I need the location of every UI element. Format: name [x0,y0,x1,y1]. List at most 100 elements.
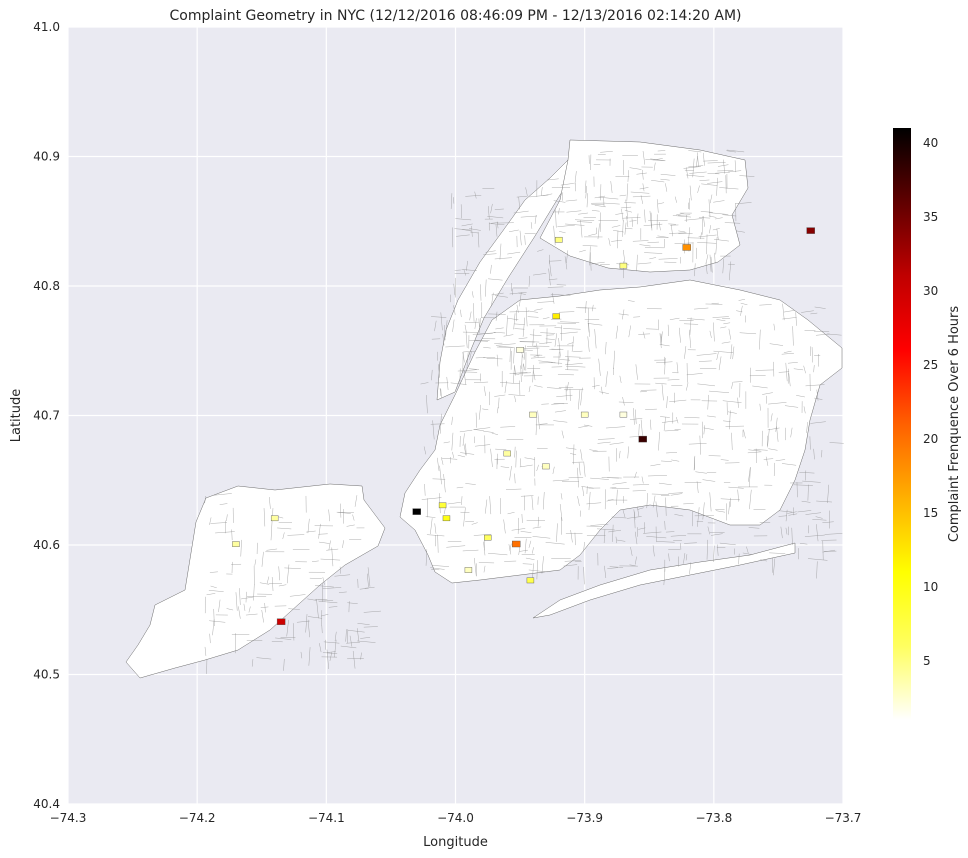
tract-boundary [460,452,475,455]
tract-boundary [334,631,337,642]
tract-boundary [264,602,266,613]
tract-boundary [642,151,645,165]
tract-boundary [564,256,568,270]
tract-boundary [769,343,784,346]
tract-boundary [785,509,788,522]
tract-boundary [713,200,725,203]
tract-boundary [803,365,806,374]
tract-boundary [567,342,574,345]
tract-boundary [763,458,774,460]
tract-boundary [722,258,724,274]
tract-boundary [718,356,722,371]
tract-boundary [781,353,794,355]
y-tick-label: 41.0 [33,20,60,34]
tract-boundary [523,363,525,371]
tract-boundary [537,410,540,430]
tract-boundary [495,327,504,330]
tract-boundary [590,252,592,271]
tract-boundary [720,326,727,329]
tract-boundary [801,310,814,313]
tract-boundary [558,311,575,313]
tract-boundary [549,260,552,277]
tract-boundary [288,608,300,610]
tract-boundary [677,214,691,216]
hotspot-tract [412,508,421,515]
tract-boundary [618,401,634,403]
tract-boundary [795,312,797,326]
tract-boundary [364,586,375,589]
tract-boundary [306,530,316,533]
tract-boundary [447,502,461,505]
tract-boundary [720,498,740,501]
tract-boundary [468,368,480,370]
tract-boundary [300,651,303,659]
hotspot-tract [619,411,628,418]
tract-boundary [574,561,582,562]
tract-boundary [556,395,573,397]
hotspot-tract [542,463,550,470]
tract-boundary [488,206,490,220]
tract-boundary [559,504,563,521]
tract-boundary [474,557,477,576]
tract-boundary [598,358,601,376]
tract-boundary [456,486,464,489]
tract-boundary [339,566,341,574]
tract-boundary [473,427,491,430]
tract-boundary [483,347,491,349]
tract-boundary [578,389,581,410]
tract-boundary [783,350,792,353]
tract-boundary [605,371,608,387]
tract-boundary [543,492,545,510]
tract-boundary [283,658,285,671]
tract-boundary [532,526,542,529]
axes: −74.3 −74.2 −74.1 −74.0 −73.9 −73.8 −73.7 40.4 4… [9,8,861,850]
tract-boundary [551,362,563,364]
tract-boundary [799,472,815,474]
tract-boundary [328,509,330,522]
tract-boundary [728,501,730,515]
tract-boundary [666,396,668,409]
tract-boundary [709,194,713,204]
tract-boundary [665,531,675,533]
tract-boundary [632,490,646,492]
tract-boundary [599,391,609,394]
tract-boundary [692,158,695,178]
tract-boundary [650,158,666,161]
tract-boundary [238,606,241,619]
tract-boundary [471,522,478,525]
tract-boundary [479,317,481,328]
tract-boundary [688,150,702,153]
tract-boundary [676,362,679,373]
tract-boundary [537,301,554,303]
tract-boundary [473,381,489,383]
tract-boundary [806,422,808,433]
chart-title: Complaint Geometry in NYC (12/12/2016 08… [170,8,742,24]
tract-boundary [498,397,500,409]
tract-boundary [739,175,755,177]
tract-boundary [636,172,647,175]
tract-boundary [773,323,775,331]
tract-boundary [570,453,577,455]
tract-boundary [289,594,306,597]
tract-boundary [643,531,662,534]
tract-boundary [660,178,670,181]
tract-boundary [697,152,699,167]
tract-boundary [616,539,626,542]
tract-boundary [559,231,566,234]
tract-boundary [270,520,273,541]
tract-boundary [513,313,516,330]
tract-boundary [609,487,617,489]
tract-boundary [733,381,743,383]
tract-boundary [728,486,744,489]
tract-boundary [810,312,818,315]
tract-boundary [633,408,635,425]
tract-boundary [620,206,632,209]
tract-boundary [590,523,609,526]
tract-boundary [693,455,696,471]
tract-boundary [450,193,453,209]
tract-boundary [612,482,627,485]
tract-boundary [554,410,566,413]
tract-boundary [588,322,590,337]
tract-boundary [747,451,762,454]
tract-boundary [702,502,705,520]
